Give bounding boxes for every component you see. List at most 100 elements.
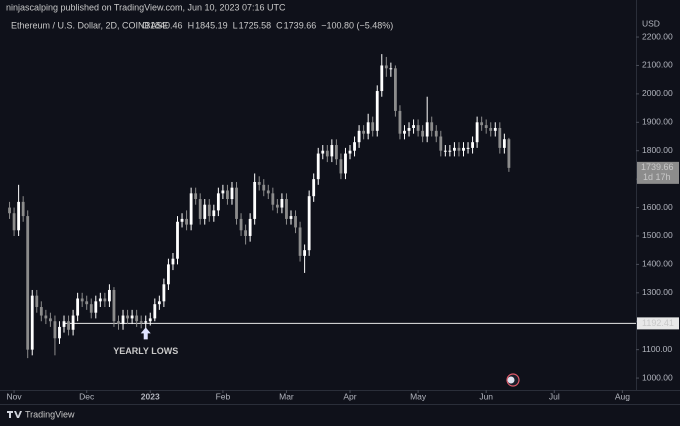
candle-body (330, 145, 334, 157)
candle-body (303, 250, 307, 256)
candle-body (271, 193, 275, 205)
legend-label: H (188, 20, 195, 30)
candle-body (407, 127, 411, 131)
candle-body (371, 122, 375, 131)
legend-label: C (276, 20, 283, 30)
candle-body (85, 301, 89, 305)
countdown: 1d 17h (643, 172, 671, 182)
candle-body (471, 142, 474, 148)
currency: USD (642, 18, 660, 28)
candle-body (80, 298, 84, 302)
event-icon (506, 373, 520, 387)
candle-body (235, 187, 238, 219)
candle-body (389, 68, 393, 70)
candle-body (380, 65, 384, 92)
y-tick-label: 1000.00 (642, 372, 673, 382)
candle-body (416, 125, 420, 131)
x-tick-label: Apr (343, 391, 356, 401)
candle-body (30, 295, 34, 350)
candle-body (339, 159, 343, 174)
candle-body (248, 218, 252, 236)
candle-body (443, 150, 447, 152)
candle-body (344, 153, 347, 174)
candle-body (462, 147, 465, 151)
last-price-box (637, 161, 679, 184)
yearly-low-price-box (637, 317, 679, 330)
candle-body (144, 321, 148, 323)
candle-body (185, 218, 188, 225)
x-tick-label: Mar (279, 391, 294, 401)
candle-body (266, 190, 270, 194)
candle-body (180, 218, 184, 222)
x-tick-label: Jun (479, 391, 493, 401)
event-icon-dot (507, 376, 515, 384)
candle-body (480, 122, 484, 126)
candle-body (412, 125, 415, 128)
candle-body (226, 190, 229, 200)
candle-body (384, 65, 388, 69)
candle-body (117, 321, 120, 325)
y-tick-label: 1300.00 (642, 287, 673, 297)
candle-body (189, 193, 193, 225)
y-tick-label: 1800.00 (642, 145, 673, 155)
y-tick-label: 1500.00 (642, 230, 673, 240)
legend-symbol: Ethereum / U.S. Dollar, 2D, COINBASE (11, 20, 169, 30)
candle-body (62, 321, 66, 327)
candle-body (148, 318, 152, 322)
candle-body (21, 201, 25, 217)
candle-body (126, 315, 129, 319)
candle-body (8, 207, 11, 214)
candle-body (39, 307, 43, 316)
candle-body (121, 315, 125, 325)
candle-body (348, 150, 352, 154)
candle-body (48, 318, 52, 322)
x-tick-label: Feb (216, 391, 231, 401)
candle-body (135, 315, 139, 322)
x-tick-label: May (410, 391, 427, 401)
candle-body (53, 321, 57, 339)
legend-label: L (233, 20, 238, 30)
candle-body (403, 130, 406, 134)
candle-body (198, 199, 202, 219)
candle-body (362, 130, 366, 134)
candle-body (285, 199, 288, 219)
candle-body (108, 289, 111, 302)
x-tick-label: Dec (79, 391, 95, 401)
candle-body (262, 184, 266, 191)
y-tick-label: 1900.00 (642, 117, 673, 127)
candle-body (203, 204, 207, 219)
candle-body (498, 127, 502, 148)
candle-body (321, 150, 325, 154)
candle-body (353, 142, 356, 151)
candle-body (171, 258, 175, 265)
candle-body (507, 139, 511, 168)
candle-body (221, 190, 225, 194)
candle-body (130, 315, 134, 319)
candle-body (157, 301, 161, 305)
candle-body (139, 321, 143, 323)
candle-body (89, 304, 93, 313)
candle-body (393, 68, 397, 111)
candle-body (17, 201, 21, 231)
candle-body (357, 130, 361, 143)
candle-body (453, 147, 456, 151)
yearly-low-price: 1192.41 (642, 318, 674, 328)
candle-body (294, 216, 297, 228)
brand: TradingView (7, 409, 75, 419)
candle-body (112, 289, 116, 322)
legend-label: O (142, 20, 149, 30)
y-tick-label: 1100.00 (642, 344, 672, 354)
candle-body (421, 130, 425, 137)
candle-body (425, 122, 429, 137)
y-tick-label: 2200.00 (642, 31, 673, 41)
candle-body (334, 145, 338, 160)
candle-body (230, 187, 234, 200)
x-tick-label: Jul (549, 391, 560, 401)
x-tick-label: Aug (615, 391, 630, 401)
candle-body (366, 122, 370, 134)
last-price: 1739.66 (641, 162, 674, 172)
candle-body (439, 136, 443, 151)
candle-body (26, 216, 30, 350)
y-tick-label: 1600.00 (642, 202, 673, 212)
